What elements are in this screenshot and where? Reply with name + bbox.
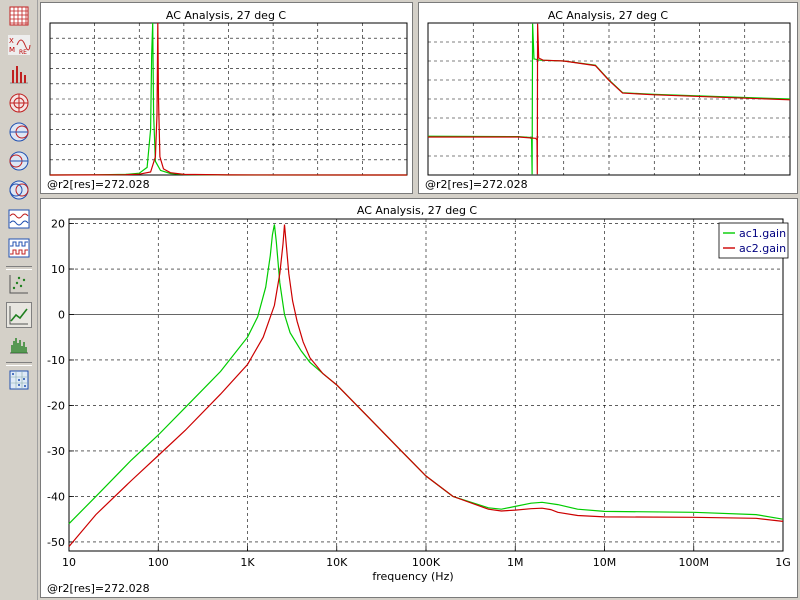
- y-tick-label: -50: [47, 536, 65, 549]
- bar-graph-icon[interactable]: [6, 62, 32, 88]
- magnitude-mini-panel[interactable]: AC Analysis, 27 deg C @r2[res]=272.028: [40, 2, 413, 194]
- histogram-icon[interactable]: [6, 332, 32, 358]
- x-tick-label: 100M: [679, 556, 710, 569]
- x-tick-label: 100K: [412, 556, 441, 569]
- x-tick-label: 100: [148, 556, 169, 569]
- mini-chart-2: AC Analysis, 27 deg C: [427, 9, 791, 176]
- legend-box: [718, 222, 789, 259]
- chart-type-toolbar: X M RE: [0, 0, 38, 600]
- gridlines: [428, 23, 790, 175]
- smith-combined-icon[interactable]: [6, 178, 32, 204]
- digital-waveform-icon[interactable]: [6, 236, 32, 262]
- series-lines: [68, 224, 784, 547]
- x-axis-label: frequency (Hz): [372, 570, 453, 583]
- chart-title: AC Analysis, 27 deg C: [357, 204, 478, 217]
- x-tick-label: 10: [62, 556, 76, 569]
- plot-area: [49, 22, 408, 176]
- gridlines: [69, 219, 783, 551]
- toolbar-separator: [6, 362, 32, 366]
- series-lines: [427, 23, 791, 175]
- legend[interactable]: ac1.gain ac2.gain: [718, 222, 789, 259]
- param-status: @r2[res]=272.028: [47, 582, 150, 595]
- svg-text:X: X: [9, 37, 14, 45]
- ac2-gain-line: [68, 224, 784, 547]
- gain-chart-panel[interactable]: AC Analysis, 27 deg C 20 10 0 -10 -20 -30 -40-…: [40, 198, 798, 598]
- x-tick-label: 10K: [326, 556, 348, 569]
- grid-view-icon[interactable]: [6, 4, 32, 30]
- y-tick-label: 10: [51, 263, 65, 276]
- y-tick-label: -10: [47, 354, 65, 367]
- x-tick-label: 1M: [507, 556, 524, 569]
- mini-chart-1: AC Analysis, 27 deg C: [49, 9, 408, 176]
- y-tick-label: 0: [58, 309, 65, 322]
- series-2-line: [49, 22, 408, 176]
- xm-re-plot-icon[interactable]: X M RE: [6, 33, 32, 59]
- param-status: @r2[res]=272.028: [425, 178, 528, 191]
- x-tick-label: 10M: [593, 556, 617, 569]
- legend-label[interactable]: ac2.gain: [739, 242, 786, 255]
- waveform-icon[interactable]: [6, 207, 32, 233]
- scatter-plot-icon[interactable]: [6, 272, 32, 298]
- chart-title: AC Analysis, 27 deg C: [166, 9, 287, 22]
- smith-chart-icon[interactable]: [6, 120, 32, 146]
- smith-admittance-icon[interactable]: [6, 149, 32, 175]
- y-tick-label: 20: [51, 218, 65, 231]
- y-tick-label: -40: [47, 490, 65, 503]
- main-chart: AC Analysis, 27 deg C 20100-10-20-30-40-…: [47, 204, 791, 583]
- x-tick-label: 1G: [775, 556, 791, 569]
- svg-text:M: M: [9, 46, 15, 54]
- y-tick-label: -20: [47, 399, 65, 412]
- gridlines: [50, 23, 407, 175]
- series-lines: [49, 22, 408, 176]
- ac1-gain-line: [68, 224, 784, 525]
- x-tick-label: 1K: [240, 556, 255, 569]
- y-tick-label: -30: [47, 445, 65, 458]
- param-status: @r2[res]=272.028: [47, 178, 150, 191]
- toolbar-separator: [6, 266, 32, 270]
- polar-plot-icon[interactable]: [6, 91, 32, 117]
- line-plot-icon[interactable]: [6, 302, 32, 328]
- phase-mini-panel[interactable]: AC Analysis, 27 deg C @r2[res]=272.028: [418, 2, 798, 194]
- svg-text:RE: RE: [19, 49, 27, 56]
- legend-label[interactable]: ac1.gain: [739, 227, 786, 240]
- chart-title: AC Analysis, 27 deg C: [548, 9, 669, 22]
- series-2-line: [428, 23, 791, 175]
- scatter-matrix-icon[interactable]: [6, 368, 32, 394]
